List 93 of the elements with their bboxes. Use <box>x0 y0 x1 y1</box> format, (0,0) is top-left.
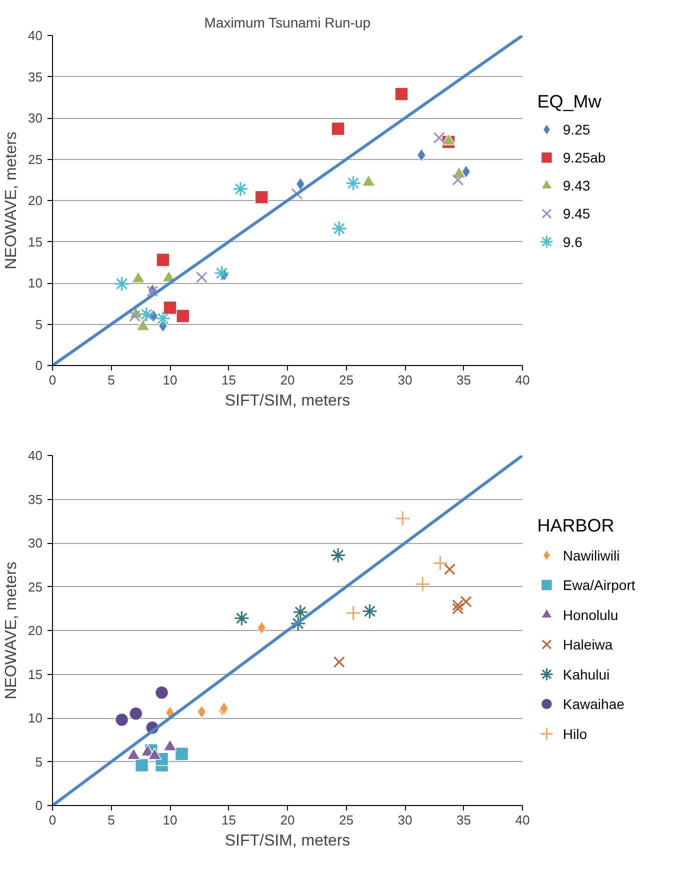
y-tick-label: 40 <box>28 28 43 43</box>
point <box>174 746 189 761</box>
y-tick-label: 0 <box>35 358 43 373</box>
point <box>232 181 248 197</box>
point <box>452 174 464 186</box>
legend-title: EQ_Mw <box>537 92 602 112</box>
x-tick-label: 40 <box>515 372 530 388</box>
point <box>331 122 345 136</box>
x-axis-title: SIFT/SIM, meters <box>224 832 350 850</box>
point <box>155 310 171 326</box>
y-tick-label: 40 <box>28 448 43 463</box>
x-tick-label: 25 <box>339 812 354 828</box>
point <box>129 706 143 721</box>
point <box>134 758 149 772</box>
point <box>432 555 448 571</box>
point <box>154 686 169 700</box>
x-axis-title: SIFT/SIM, meters <box>224 392 350 410</box>
point <box>433 132 445 144</box>
point <box>331 220 347 236</box>
legend-label: Ewa/Airport <box>562 577 636 593</box>
point <box>254 190 269 204</box>
point <box>346 175 362 191</box>
y-tick-label: 30 <box>28 110 43 126</box>
y-axis-title: NEOWAVE, meters <box>3 562 20 700</box>
point <box>452 599 464 611</box>
legend-label: Kahului <box>562 666 610 682</box>
legend-label: Kawaihae <box>562 696 625 712</box>
legend-label: 9.6 <box>562 234 583 250</box>
point <box>414 576 430 592</box>
point <box>143 310 155 322</box>
x-tick-label: 20 <box>280 372 295 388</box>
x-tick-label: 0 <box>48 372 56 388</box>
legend-label: 9.25ab <box>562 150 606 166</box>
y-tick-label: 25 <box>28 579 43 594</box>
legend-label: Hilo <box>562 726 588 742</box>
point <box>394 510 410 526</box>
point <box>452 602 464 614</box>
legend-title: HARBOR <box>537 516 614 536</box>
y-tick-label: 10 <box>28 276 43 290</box>
point <box>444 564 456 575</box>
y-tick-label: 10 <box>28 710 43 726</box>
point <box>394 87 408 101</box>
point <box>129 310 140 322</box>
y-tick-label: 20 <box>28 623 43 638</box>
x-tick-label: 5 <box>108 372 115 388</box>
legend-label: Nawiliwili <box>562 547 620 564</box>
y-tick-label: 15 <box>28 234 43 250</box>
x-tick-label: 10 <box>162 812 178 828</box>
point <box>196 271 208 283</box>
x-tick-label: 25 <box>339 372 354 388</box>
point <box>163 300 177 315</box>
y-tick-label: 5 <box>35 316 43 332</box>
legend-label: Haleiwa <box>562 636 613 652</box>
point <box>330 547 346 564</box>
x-tick-label: 35 <box>456 812 471 828</box>
x-tick-label: 15 <box>222 372 236 388</box>
point <box>234 610 250 626</box>
chart-title: Maximum Tsunami Run-up <box>204 14 371 30</box>
x-tick-label: 15 <box>222 812 236 828</box>
point <box>214 265 230 281</box>
x-tick-label: 35 <box>456 372 471 388</box>
y-tick-label: 35 <box>28 69 43 84</box>
point <box>176 309 190 323</box>
y-tick-label: 25 <box>28 152 43 167</box>
point <box>362 603 378 620</box>
point <box>114 276 130 292</box>
point <box>333 656 345 668</box>
x-tick-label: 30 <box>398 812 412 828</box>
point <box>114 712 129 727</box>
point <box>290 616 306 632</box>
x-tick-label: 20 <box>280 812 295 828</box>
point <box>296 177 306 191</box>
legend-label: 9.45 <box>562 206 590 222</box>
x-tick-label: 30 <box>398 372 412 388</box>
point <box>460 596 472 608</box>
legend-label: 9.43 <box>562 178 590 194</box>
point <box>156 253 170 267</box>
x-tick-label: 5 <box>108 812 115 828</box>
y-tick-label: 15 <box>28 666 43 682</box>
x-tick-label: 40 <box>515 812 530 828</box>
y-tick-label: 20 <box>28 193 43 208</box>
y-tick-label: 0 <box>35 798 43 813</box>
x-tick-label: 0 <box>48 812 56 828</box>
y-tick-label: 5 <box>35 754 43 770</box>
point <box>346 605 362 621</box>
y-tick-label: 30 <box>28 536 43 550</box>
legend-label: 9.25 <box>562 122 590 138</box>
point <box>292 604 308 620</box>
point <box>138 306 154 322</box>
y-tick-label: 35 <box>28 492 43 507</box>
y-axis-title: NEOWAVE, meters <box>3 132 20 270</box>
x-tick-label: 10 <box>162 372 178 388</box>
legend-label: Honolulu <box>562 606 618 623</box>
